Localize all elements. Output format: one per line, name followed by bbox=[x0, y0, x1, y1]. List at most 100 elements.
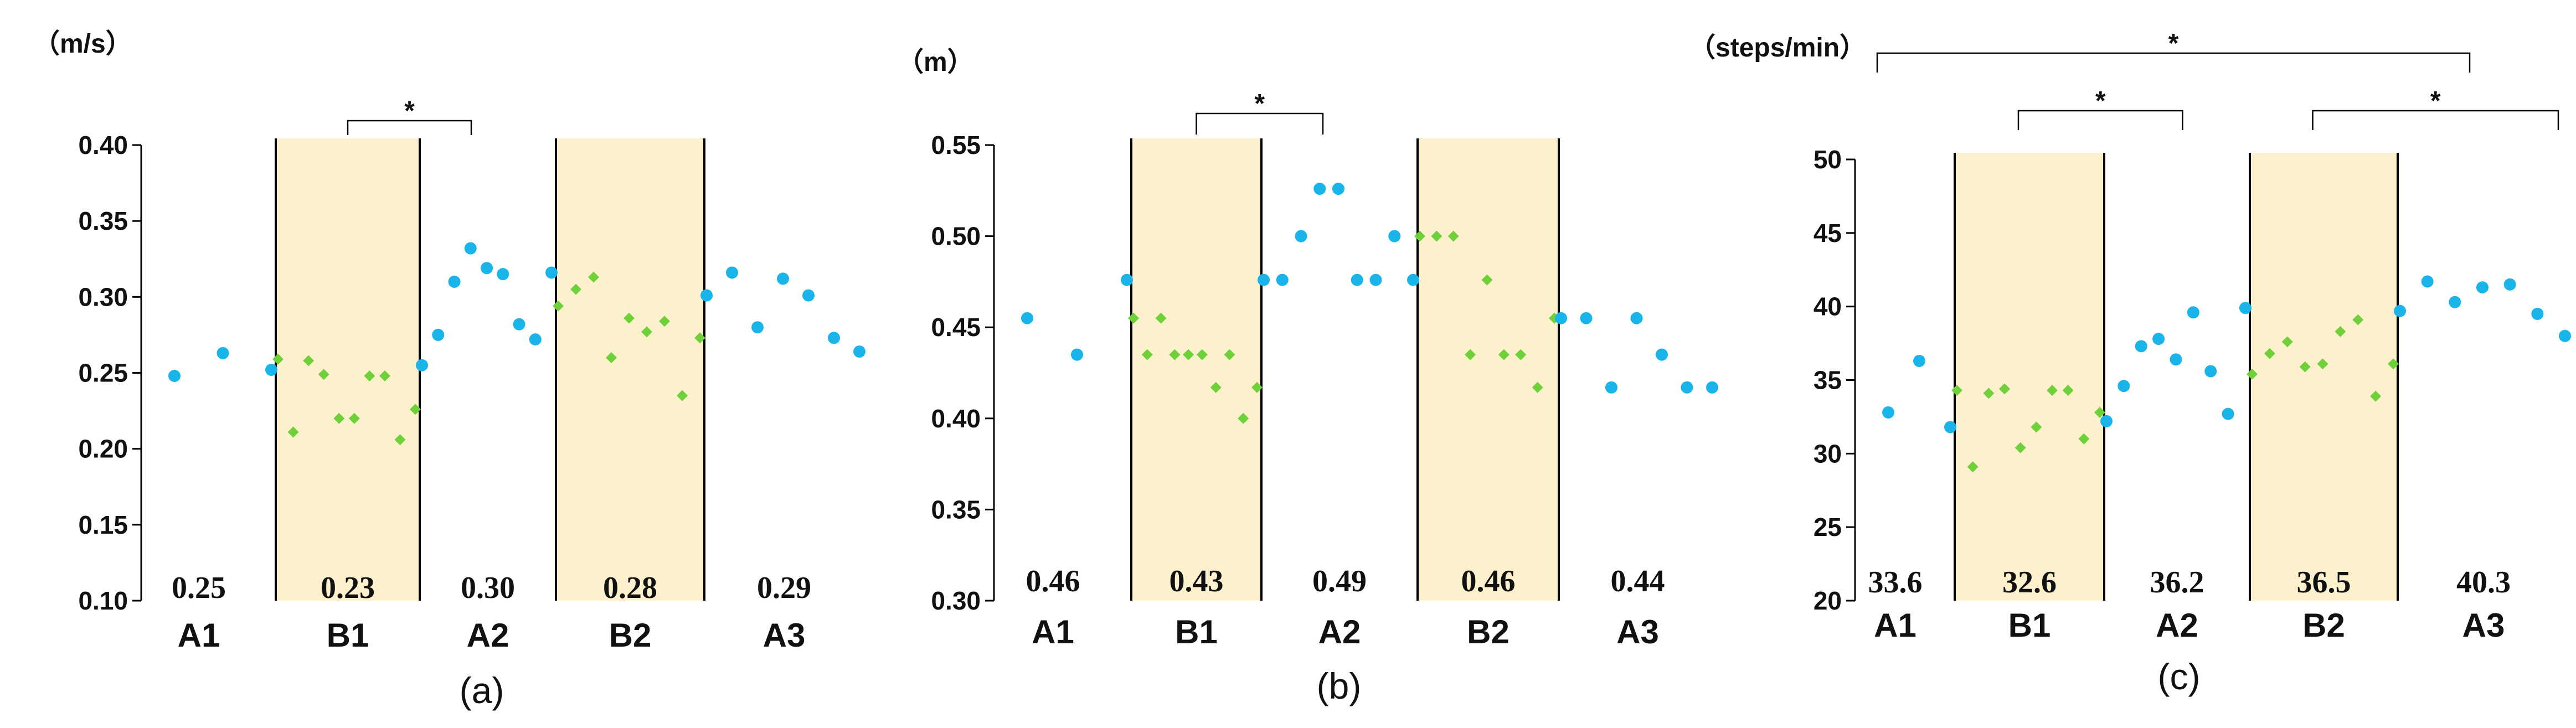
data-point-A1 bbox=[1944, 421, 1956, 433]
data-point-B1 bbox=[333, 412, 345, 424]
significance-star: * bbox=[2168, 29, 2179, 58]
data-point-B2 bbox=[1431, 230, 1442, 242]
data-point-A3 bbox=[1706, 381, 1718, 394]
data-point-A3 bbox=[2559, 329, 2571, 342]
phase-label-A1: A1 bbox=[1874, 607, 1916, 644]
panel-b: 0.30 0.35 0.40 0.45 0.50 0.55 （m） 0.46 A1 0.43 B1 0… bbox=[897, 48, 1718, 706]
data-point-B2 bbox=[1447, 230, 1459, 242]
data-point-B2 bbox=[694, 332, 705, 344]
data-point-B2 bbox=[1414, 230, 1425, 242]
y-tick-label: 0.10 bbox=[78, 586, 128, 615]
phase-mean-B1: 0.23 bbox=[321, 571, 375, 605]
y-tick-label: 0.30 bbox=[931, 586, 981, 615]
data-point-A2 bbox=[1295, 230, 1307, 242]
data-point-B1 bbox=[2031, 421, 2042, 433]
data-point-B1 bbox=[1196, 349, 1208, 360]
data-point-B2 bbox=[2247, 368, 2258, 380]
data-point-A2 bbox=[2100, 415, 2113, 427]
data-point-A1 bbox=[1121, 273, 1133, 286]
data-point-A3 bbox=[1605, 381, 1617, 394]
phase-label-B1: B1 bbox=[2008, 607, 2051, 644]
subplot-label: (a) bbox=[460, 670, 504, 711]
data-point-A2 bbox=[513, 318, 525, 331]
data-point-B2 bbox=[1515, 349, 1527, 360]
subplot-label: (b) bbox=[1317, 665, 1362, 706]
panel-a: 0.10 0.15 0.20 0.25 0.30 0.35 0.40 （m/s） 0.25 A1 0… bbox=[33, 29, 865, 711]
data-point-A3 bbox=[1656, 348, 1668, 361]
data-point-A3 bbox=[2449, 296, 2461, 308]
y-tick-label: 0.40 bbox=[931, 404, 981, 433]
phase-label-A3: A3 bbox=[763, 617, 806, 654]
significance-bracket bbox=[347, 120, 472, 135]
data-point-B1 bbox=[394, 434, 406, 446]
y-tick-label: 20 bbox=[1813, 586, 1842, 615]
phase-label-A1: A1 bbox=[1032, 613, 1074, 650]
data-point-A2 bbox=[464, 242, 477, 255]
phase-shade-B1 bbox=[1131, 138, 1261, 601]
significance-star: * bbox=[2095, 86, 2106, 116]
phase-mean-B1: 0.43 bbox=[1169, 564, 1224, 598]
phase-mean-A1: 0.25 bbox=[172, 571, 226, 605]
data-point-B1 bbox=[318, 369, 329, 380]
data-point-A3 bbox=[802, 289, 815, 302]
y-tick-label: 50 bbox=[1813, 145, 1842, 174]
data-point-B2 bbox=[553, 300, 564, 312]
data-point-B2 bbox=[570, 283, 581, 295]
data-point-B1 bbox=[287, 426, 299, 438]
phase-label-B2: B2 bbox=[609, 617, 652, 654]
data-point-B1 bbox=[2094, 406, 2105, 418]
significance-bracket bbox=[2017, 110, 2183, 130]
data-point-B2 bbox=[2264, 348, 2275, 359]
phase-label-B1: B1 bbox=[327, 617, 369, 654]
data-point-B1 bbox=[1128, 312, 1139, 324]
data-point-B2 bbox=[1481, 274, 1493, 286]
phase-mean-B2: 0.28 bbox=[603, 571, 657, 605]
data-point-B1 bbox=[1169, 349, 1181, 360]
data-point-A3 bbox=[2503, 278, 2516, 291]
phase-label-A1: A1 bbox=[178, 617, 220, 654]
data-point-A3 bbox=[777, 272, 789, 285]
data-point-B1 bbox=[1224, 349, 1235, 360]
data-point-B1 bbox=[1967, 461, 1979, 473]
data-point-A3 bbox=[853, 345, 865, 358]
data-point-B2 bbox=[624, 312, 635, 324]
data-point-B1 bbox=[272, 353, 284, 365]
data-point-B2 bbox=[2388, 358, 2399, 370]
y-tick-label: 35 bbox=[1813, 366, 1842, 395]
data-point-A2 bbox=[1351, 273, 1363, 286]
data-point-A3 bbox=[700, 289, 713, 302]
significance-star: * bbox=[2430, 86, 2441, 116]
significance-bracket bbox=[1876, 52, 2471, 73]
phase-label-A2: A2 bbox=[467, 617, 509, 654]
data-point-A3 bbox=[2421, 275, 2434, 288]
data-point-A3 bbox=[2531, 307, 2544, 320]
y-tick-label: 25 bbox=[1813, 513, 1842, 541]
data-point-A3 bbox=[2394, 304, 2406, 317]
phase-label-A3: A3 bbox=[2462, 607, 2505, 644]
phase-mean-A2: 0.49 bbox=[1312, 564, 1367, 598]
data-point-B2 bbox=[2317, 358, 2328, 370]
data-point-A2 bbox=[1407, 273, 1419, 286]
data-point-B2 bbox=[2335, 326, 2346, 337]
data-point-A1 bbox=[265, 364, 277, 376]
data-point-B1 bbox=[348, 412, 360, 424]
y-tick-label: 0.30 bbox=[78, 282, 128, 311]
data-point-B1 bbox=[2062, 385, 2074, 396]
significance-bracket bbox=[2312, 110, 2559, 130]
data-point-B1 bbox=[2015, 442, 2026, 453]
phase-label-A2: A2 bbox=[1318, 613, 1361, 650]
data-point-B1 bbox=[1251, 381, 1263, 393]
y-tick-label: 0.15 bbox=[78, 510, 128, 539]
data-point-B1 bbox=[1183, 349, 1194, 360]
data-point-B1 bbox=[303, 355, 315, 366]
data-point-B1 bbox=[1999, 383, 2010, 395]
data-point-A2 bbox=[432, 328, 445, 341]
phase-shade-B2 bbox=[1418, 138, 1559, 601]
data-point-A2 bbox=[2187, 306, 2199, 319]
data-point-A2 bbox=[1369, 273, 1382, 286]
phase-mean-A2: 0.30 bbox=[461, 571, 515, 605]
data-point-A3 bbox=[751, 321, 764, 334]
data-point-B2 bbox=[1498, 349, 1509, 360]
data-point-B2 bbox=[2370, 390, 2382, 402]
data-point-A2 bbox=[1258, 273, 1270, 286]
